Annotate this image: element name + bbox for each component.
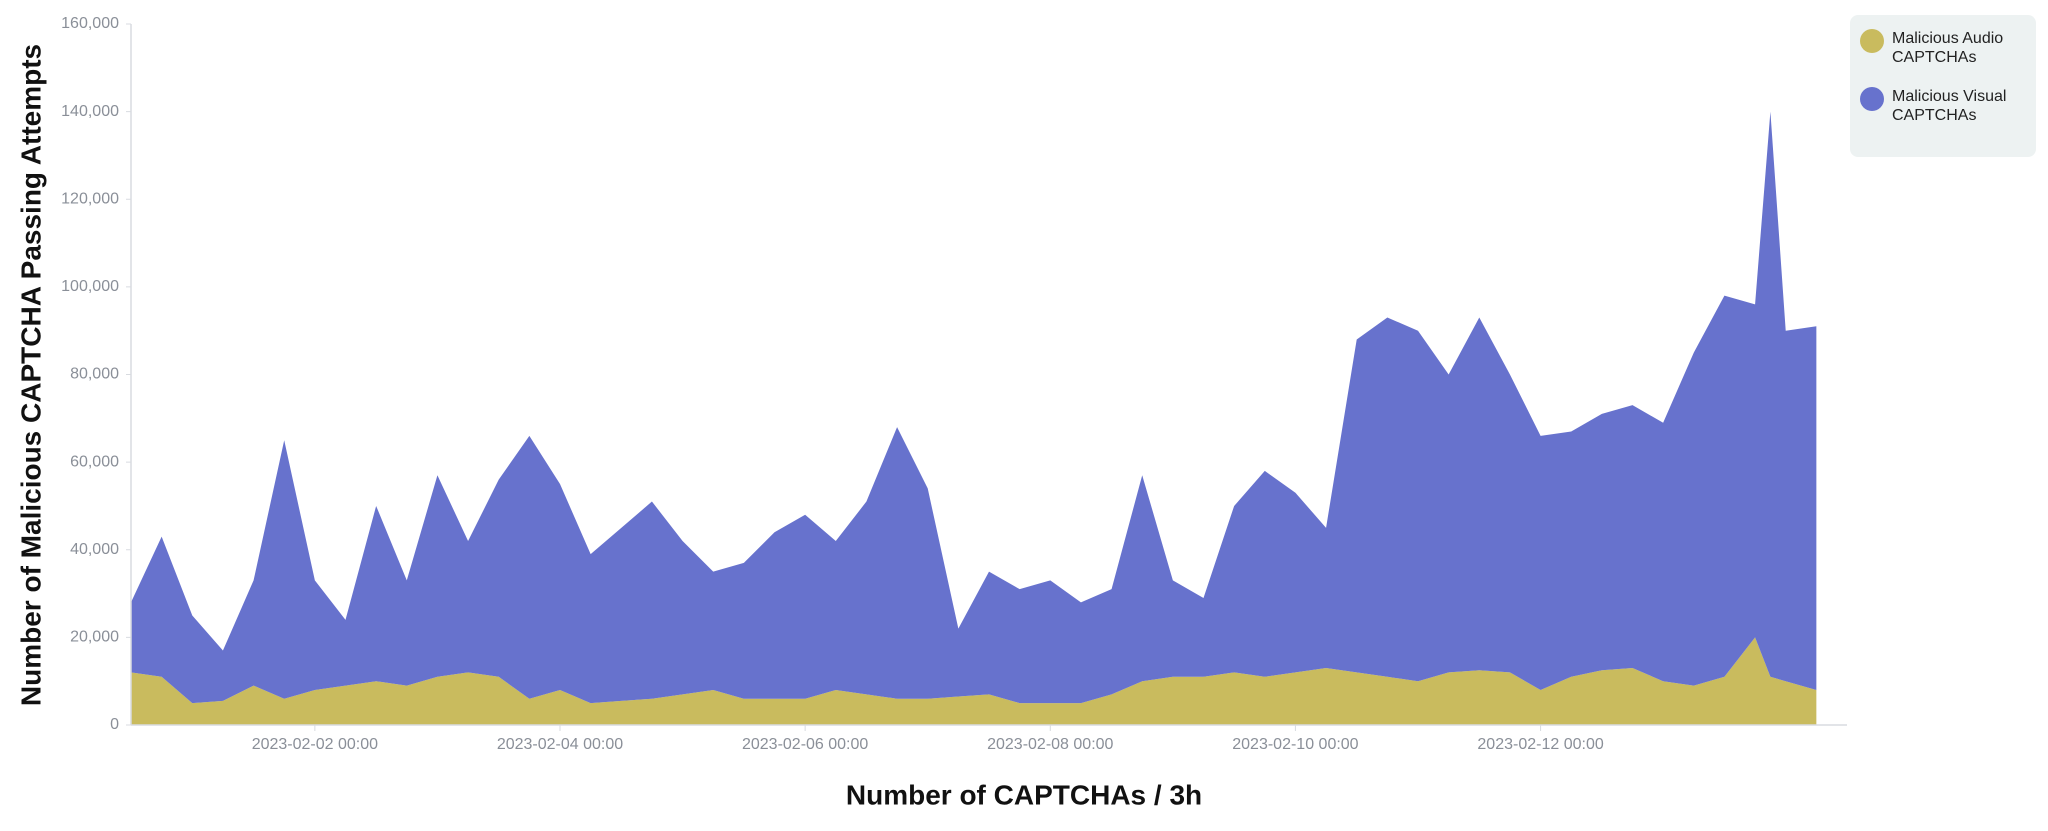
legend-item: Malicious Audio CAPTCHAs <box>1860 29 2026 67</box>
legend-label: Malicious Visual CAPTCHAs <box>1892 88 2007 124</box>
area <box>131 637 1817 725</box>
y-tick-label: 0 <box>110 716 119 733</box>
y-tick-label: 160,000 <box>61 15 119 32</box>
x-axis-title: Number of CAPTCHAs / 3h <box>846 779 1202 810</box>
legend: Malicious Audio CAPTCHAs Malicious Visual… <box>1850 15 2036 157</box>
area <box>131 111 1817 704</box>
x-tick-label: 2023-02-12 00:00 <box>1477 736 1603 753</box>
y-tick-label: 80,000 <box>70 366 119 383</box>
x-tick-label: 2023-02-08 00:00 <box>987 736 1113 753</box>
x-tick-label: 2023-02-06 00:00 <box>742 736 868 753</box>
legend-item: Malicious Visual CAPTCHAs <box>1860 87 2026 125</box>
legend-swatch <box>1860 29 1884 53</box>
y-tick-label: 40,000 <box>70 541 119 558</box>
legend-label: Malicious Audio CAPTCHAs <box>1892 30 2004 66</box>
y-tick-label: 60,000 <box>70 453 119 470</box>
y-tick-label: 20,000 <box>70 629 119 646</box>
y-tick-label: 120,000 <box>61 190 119 207</box>
x-tick-label: 2023-02-02 00:00 <box>252 736 378 753</box>
x-tick-label: 2023-02-04 00:00 <box>497 736 623 753</box>
legend-swatch <box>1860 87 1884 111</box>
y-axis-title: Number of Malicious CAPTCHA Passing Atte… <box>15 44 46 706</box>
x-tick-label: 2023-02-10 00:00 <box>1232 736 1358 753</box>
y-tick-label: 140,000 <box>61 103 119 120</box>
y-tick-label: 100,000 <box>61 278 119 295</box>
